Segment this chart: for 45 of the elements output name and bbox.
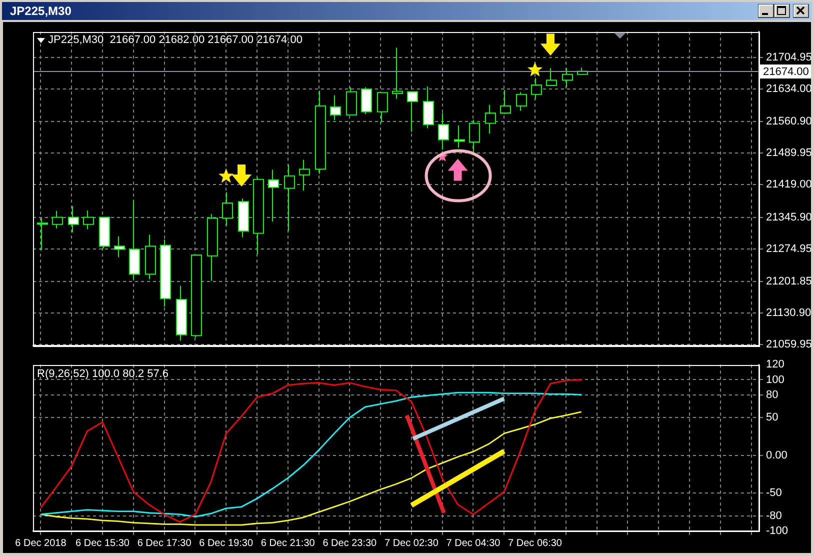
y-tick-label: -50 xyxy=(766,487,782,500)
candlestick xyxy=(222,192,233,226)
candlestick xyxy=(361,86,372,114)
candlestick xyxy=(299,159,310,192)
y-tick-label: -100 xyxy=(766,525,788,538)
ref-line-label: 21674.00 xyxy=(763,66,809,78)
x-tick-label: 6 Dec 19:30 xyxy=(199,538,254,549)
y-tick-label: 120 xyxy=(766,358,784,371)
y-tick-label: 100 xyxy=(766,374,784,386)
chart-title: R(9,26,52) 100.0 80.2 57.6 xyxy=(37,368,168,380)
candlestick xyxy=(516,92,527,112)
candlestick xyxy=(37,218,48,251)
candlestick xyxy=(531,77,542,100)
y-tick-label: -80 xyxy=(766,510,782,522)
x-tick-label: 7 Dec 04:30 xyxy=(446,538,501,549)
chart-title: JP225,M30 xyxy=(10,4,72,18)
candlestick xyxy=(392,47,403,100)
x-tick-label: 6 Dec 2018 xyxy=(15,538,67,549)
x-tick-label: 6 Dec 15:30 xyxy=(76,538,130,549)
candlestick xyxy=(346,86,357,116)
y-tick-label: 21130.90 xyxy=(766,306,812,319)
candlestick xyxy=(330,94,341,121)
candlestick xyxy=(423,86,434,129)
candlestick xyxy=(407,91,418,132)
candlestick xyxy=(52,210,63,229)
x-tick-label: 6 Dec 17:30 xyxy=(137,538,192,549)
x-tick-label: 6 Dec 21:30 xyxy=(260,538,316,549)
x-tick-label: 7 Dec 02:30 xyxy=(384,538,439,549)
candlestick xyxy=(377,92,388,123)
candlestick xyxy=(438,112,449,150)
chart-subtitle: JP225,M30 21667.00 21682.00 21667.00 21674.00 xyxy=(48,34,302,46)
candlestick xyxy=(562,68,573,88)
x-tick-label: 6 Dec 23:30 xyxy=(322,538,378,549)
y-tick-label: 0.00 xyxy=(766,449,788,462)
candlestick xyxy=(546,68,557,86)
candlestick xyxy=(114,236,125,258)
candlestick xyxy=(500,89,511,114)
candlestick xyxy=(68,206,79,233)
x-tick-label: 7 Dec 06:30 xyxy=(508,538,562,549)
y-tick-label: 50 xyxy=(766,412,778,424)
candlestick xyxy=(284,164,295,232)
candlestick xyxy=(268,169,279,222)
y-tick-label: 80 xyxy=(766,388,778,401)
candlestick xyxy=(83,210,94,230)
candlestick xyxy=(485,104,496,134)
